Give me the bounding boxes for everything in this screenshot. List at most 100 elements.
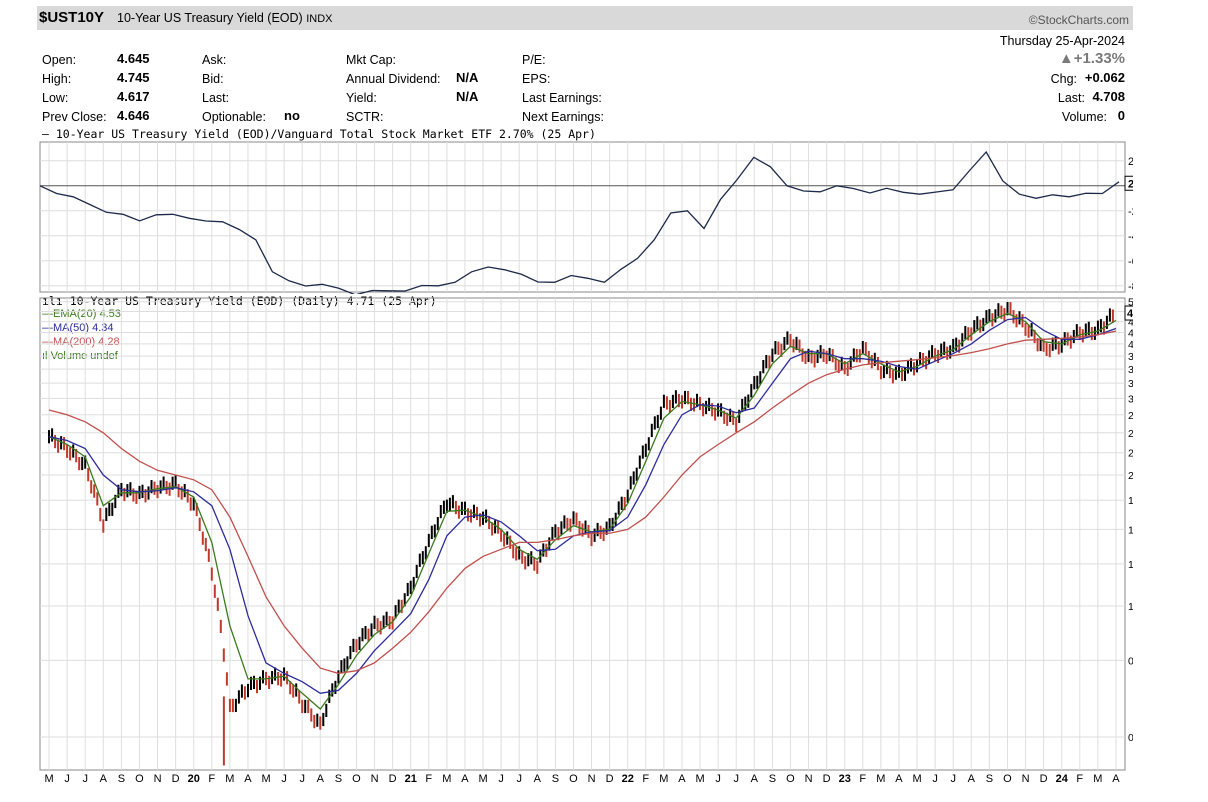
price-y-tick: 5.00 (1128, 297, 1133, 309)
price-y-tick: 1.25 (1128, 559, 1133, 571)
price-y-tick: 2.50 (1128, 428, 1133, 440)
price-y-tick: 0.75 (1128, 655, 1133, 667)
open-value: 4.645 (117, 51, 150, 66)
ratio-series-line (39, 150, 1120, 294)
ratio-panel: 20% -20% -40% -60% -80% 2.70% (39, 141, 1133, 294)
ratio-panel-title: — 10-Year US Treasury Yield (EOD)/Vangua… (42, 127, 596, 141)
price-y-tick: 1.00 (1128, 601, 1133, 613)
x-tick-label: O (135, 773, 144, 785)
price-y-tick: 4.25 (1128, 327, 1133, 339)
x-tick-label: S (335, 773, 342, 785)
price-y-tick: 3.25 (1128, 378, 1133, 390)
ratio-y-tick: -20% (1128, 206, 1133, 218)
price-panel: M J J A S O N D 20 F M A M J J A S O N D 21 F M A M J J A S O N D 22 F M A M… (39, 297, 1133, 785)
stockcharts-logo[interactable]: ©StockCharts.com (1028, 13, 1129, 27)
x-tick-label: D (172, 773, 180, 785)
x-tick-label: N (805, 773, 813, 785)
x-tick-label: S (769, 773, 776, 785)
ma200-line (48, 330, 1117, 675)
high-value: 4.745 (117, 70, 150, 85)
x-tick-label: M (261, 773, 270, 785)
x-tick-label: M (912, 773, 921, 785)
x-tick-label: 21 (405, 773, 417, 785)
price-y-tick: 4.00 (1128, 339, 1133, 351)
price-y-tick: 3.75 (1128, 351, 1133, 363)
x-tick-label: A (678, 773, 686, 785)
prev-close-value: 4.646 (117, 108, 150, 123)
x-tick-label: A (751, 773, 759, 785)
price-y-tick: 1.50 (1128, 524, 1133, 536)
x-tick-label: 24 (1056, 773, 1069, 785)
ratio-y-tick: -40% (1128, 231, 1133, 243)
x-tick-label: S (118, 773, 125, 785)
price-y-tick: 3.50 (1128, 364, 1133, 376)
price-plot-border (39, 297, 1126, 771)
ratio-last-label: 2.70% (1128, 178, 1133, 190)
x-tick-label: A (461, 773, 469, 785)
x-tick-label: J (932, 773, 938, 785)
x-tick-label: J (64, 773, 70, 785)
price-y-tick: 3.00 (1128, 393, 1133, 405)
x-tick-label: A (244, 773, 252, 785)
ratio-last-box (1124, 175, 1133, 191)
yield-label: Yield: (346, 91, 377, 105)
x-tick-label: F (1076, 773, 1083, 785)
low-value: 4.617 (117, 89, 150, 104)
next-earnings-label: Next Earnings: (522, 110, 604, 124)
ticker-symbol[interactable]: $UST10Y (39, 9, 105, 26)
x-tick-label: O (569, 773, 578, 785)
high-label: High: (42, 72, 72, 86)
x-tick-label: M (442, 773, 451, 785)
x-tick-label: M (659, 773, 668, 785)
x-tick-label: F (425, 773, 432, 785)
last-label: Last: (202, 91, 230, 105)
x-tick-label: M (225, 773, 234, 785)
x-tick-label: S (552, 773, 559, 785)
x-tick-label: J (498, 773, 504, 785)
x-tick-label: M (44, 773, 53, 785)
x-tick-label: J (733, 773, 739, 785)
annual-dividend-label: Annual Dividend: (346, 72, 441, 86)
price-y-tick: 1.75 (1128, 495, 1133, 507)
ratio-y-tick: -80% (1128, 281, 1133, 293)
pe-label: P/E: (522, 53, 546, 67)
x-tick-label: A (1112, 773, 1120, 785)
x-tick-label: D (823, 773, 831, 785)
x-tick-label: M (478, 773, 487, 785)
x-tick-label: J (82, 773, 88, 785)
price-y-tick: 0.50 (1128, 732, 1133, 744)
mkt-cap-label: Mkt Cap: (346, 53, 397, 67)
x-tick-label: N (154, 773, 162, 785)
x-tick-label: F (859, 773, 866, 785)
x-tick-label: O (352, 773, 361, 785)
last-close-value: 4.708 (1092, 89, 1125, 104)
x-tick-label: J (281, 773, 287, 785)
eps-label: EPS: (522, 72, 551, 86)
prev-close-label: Prev Close: (42, 110, 107, 124)
open-label: Open: (42, 53, 77, 67)
ratio-y-tick: -60% (1128, 256, 1133, 268)
chg-label: Chg: (1050, 72, 1077, 86)
last-close-label: Last: (1057, 91, 1085, 105)
sctr-label: SCTR: (346, 110, 384, 124)
header-bar: $UST10Y 10-Year US Treasury Yield (EOD) … (37, 6, 1133, 30)
price-y-tick: 4.50 (1128, 317, 1133, 329)
change-percent: ▲+1.33% (1058, 50, 1125, 67)
chg-value: +0.062 (1084, 70, 1125, 85)
x-tick-label: A (968, 773, 976, 785)
optionable-value: no (284, 108, 300, 123)
volume-label: Volume: (1061, 110, 1107, 124)
x-tick-label: 23 (839, 773, 851, 785)
price-last-box (1124, 305, 1133, 321)
x-tick-label: J (950, 773, 956, 785)
bid-label: Bid: (202, 72, 224, 86)
x-tick-label: J (715, 773, 721, 785)
last-earnings-label: Last Earnings: (522, 91, 602, 105)
annual-dividend-value: N/A (456, 70, 479, 85)
x-tick-label: N (1022, 773, 1030, 785)
x-tick-label: D (606, 773, 614, 785)
x-tick-label: A (317, 773, 325, 785)
x-tick-label: O (1003, 773, 1012, 785)
x-tick-label: F (208, 773, 215, 785)
x-tick-label: D (1040, 773, 1048, 785)
